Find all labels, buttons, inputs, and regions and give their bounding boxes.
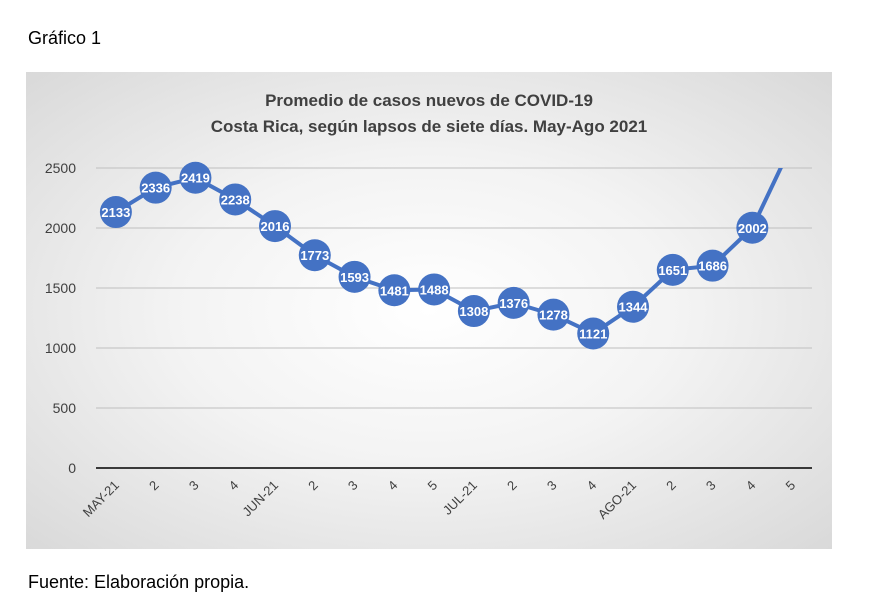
data-label: 1376 xyxy=(499,296,528,311)
x-tick-label: 5 xyxy=(425,478,441,494)
data-label: 2336 xyxy=(141,181,170,196)
source-note: Fuente: Elaboración propia. xyxy=(28,572,250,592)
data-point xyxy=(179,161,212,194)
x-tick-label: 3 xyxy=(544,478,560,494)
data-point xyxy=(99,196,132,229)
line-chart: Promedio de casos nuevos de COVID-19 Cost… xyxy=(45,91,812,522)
x-tick-label: 2 xyxy=(663,478,679,494)
x-tick-label: JUL-21 xyxy=(440,478,480,518)
data-point xyxy=(656,253,689,286)
x-tick-label: 4 xyxy=(743,478,759,494)
chart-title-line: Promedio de casos nuevos de COVID-19 xyxy=(265,91,593,110)
y-tick-label: 2000 xyxy=(45,220,76,236)
data-point xyxy=(497,286,530,319)
data-label: 1344 xyxy=(619,300,649,315)
data-label: 1481 xyxy=(380,283,409,298)
chart-title-line: Costa Rica, según lapsos de siete días. … xyxy=(211,117,648,136)
x-tick-label: 2 xyxy=(305,478,321,494)
x-tick-label: 4 xyxy=(584,478,600,494)
x-tick-label: 2 xyxy=(504,478,520,494)
y-tick-label: 0 xyxy=(68,460,76,476)
data-label: 1121 xyxy=(579,326,607,341)
x-tick-label: AGO-21 xyxy=(595,478,639,522)
data-point xyxy=(259,210,291,243)
data-label: 1686 xyxy=(698,259,727,274)
data-point xyxy=(736,211,769,244)
x-tick-label: 3 xyxy=(186,478,202,494)
data-label: 1278 xyxy=(539,308,568,323)
data-label: 2016 xyxy=(261,219,290,234)
data-point xyxy=(696,249,729,282)
x-tick-label: 5 xyxy=(783,478,799,494)
y-tick-label: 2500 xyxy=(45,160,76,176)
data-point xyxy=(537,298,570,331)
data-label: 2238 xyxy=(221,192,250,207)
x-tick-label: 3 xyxy=(345,478,361,494)
y-tick-label: 1500 xyxy=(45,280,76,296)
data-point xyxy=(139,171,172,204)
data-label: 1593 xyxy=(340,270,369,285)
data-point xyxy=(378,274,411,307)
series-line xyxy=(114,168,783,336)
x-tick-label: 4 xyxy=(385,478,401,494)
data-label: 2419 xyxy=(181,171,210,186)
x-tick-label: 4 xyxy=(226,478,242,494)
data-point xyxy=(298,239,331,272)
data-point xyxy=(338,260,371,293)
data-label: 1308 xyxy=(459,304,488,319)
data-label: 1773 xyxy=(300,248,329,263)
x-tick-label: MAY-21 xyxy=(80,478,122,520)
data-point xyxy=(457,295,490,328)
data-point xyxy=(577,317,610,350)
data-label: 2133 xyxy=(101,205,130,220)
x-tick-label: JUN-21 xyxy=(239,478,281,520)
chart-caption: Gráfico 1 xyxy=(28,28,102,48)
data-label: 2002 xyxy=(738,221,767,236)
data-point xyxy=(617,290,649,323)
x-tick-label: 2 xyxy=(146,478,162,494)
x-tick-label: 3 xyxy=(703,478,719,494)
data-label: 1488 xyxy=(420,282,449,297)
data-point xyxy=(219,183,252,216)
y-tick-label: 1000 xyxy=(45,340,76,356)
data-label: 1651 xyxy=(658,263,687,278)
y-tick-label: 500 xyxy=(53,400,77,416)
data-point xyxy=(418,273,451,306)
chart-area: Promedio de casos nuevos de COVID-19 Cost… xyxy=(26,72,832,549)
